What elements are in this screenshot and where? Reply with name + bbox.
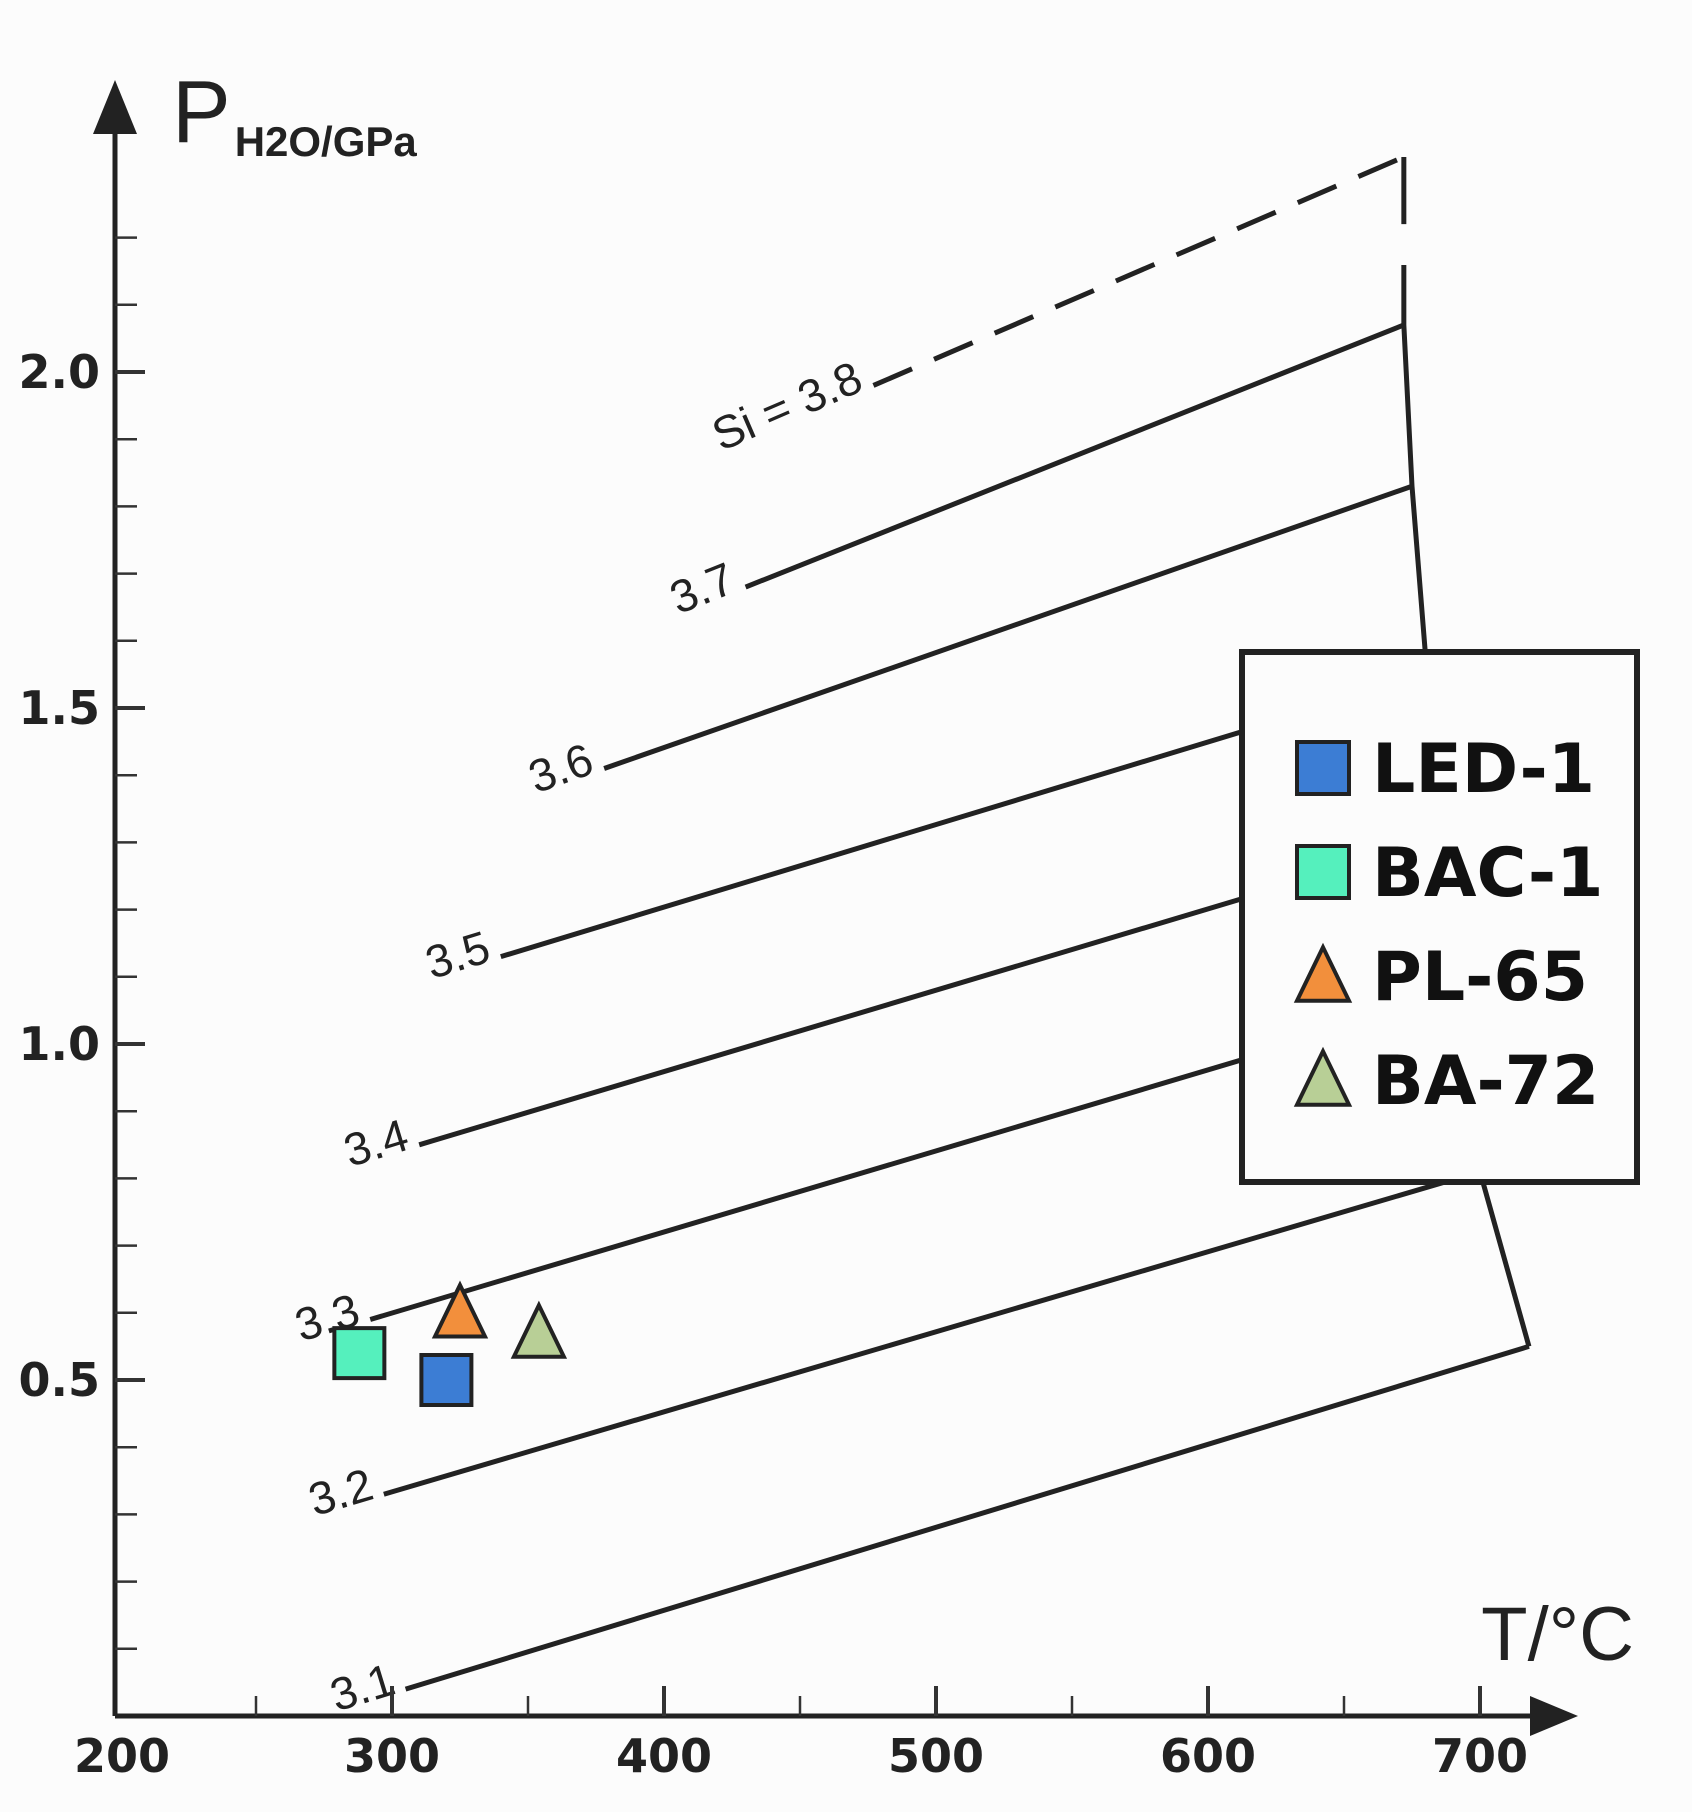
data-point-led-1 — [419, 1353, 474, 1407]
x-axis-title: T/°C — [1481, 1592, 1634, 1677]
isopleth-line — [744, 322, 1405, 590]
legend-marker-ba-72 — [1293, 1046, 1353, 1107]
isopleth-line — [404, 1344, 1530, 1692]
x-tick-label: 700 — [1432, 1729, 1528, 1783]
y-axis-title: PH2O/GPa — [172, 62, 417, 165]
legend-label: LED-1 — [1372, 730, 1595, 809]
legend-label: BA-72 — [1372, 1042, 1599, 1121]
legend-marker-led-1 — [1295, 740, 1351, 796]
x-tick-label: 200 — [74, 1729, 170, 1783]
x-tick-label: 600 — [1160, 1729, 1256, 1783]
legend-marker-pl-65 — [1293, 942, 1353, 1003]
legend-label: BAC-1 — [1372, 834, 1603, 913]
x-tick-label: 500 — [888, 1729, 984, 1783]
data-point-bac-1 — [332, 1326, 387, 1381]
legend-label: PL-65 — [1372, 938, 1588, 1017]
isopleth-line — [603, 483, 1413, 771]
y-tick-label: 1.5 — [19, 681, 101, 735]
legend-marker-bac-1 — [1295, 844, 1351, 900]
isopleth-line — [872, 154, 1405, 388]
y-axis-title-sub: H2O/GPa — [235, 118, 418, 165]
y-tick-label: 2.0 — [19, 345, 101, 399]
y-axis-arrow — [93, 80, 137, 134]
x-axis-arrow — [1530, 1696, 1578, 1736]
data-point-pl-65 — [431, 1280, 489, 1339]
legend: LED-1 BAC-1 PL-65 BA-72 — [1239, 649, 1640, 1185]
y-axis-title-main: P — [172, 62, 231, 161]
x-tick-label: 300 — [344, 1729, 440, 1783]
data-point-ba-72 — [510, 1300, 568, 1359]
x-tick-label: 400 — [616, 1729, 712, 1783]
y-tick-label: 0.5 — [19, 1353, 101, 1407]
y-tick-label: 1.0 — [19, 1017, 101, 1071]
isopleth-line — [383, 1169, 1481, 1497]
